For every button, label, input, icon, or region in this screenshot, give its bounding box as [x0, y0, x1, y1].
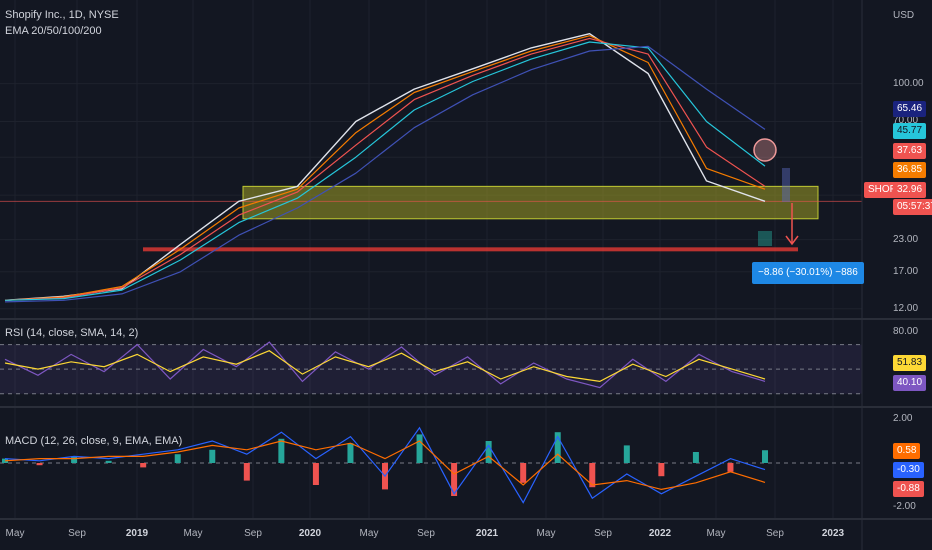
time-tick-label: Sep — [244, 528, 262, 539]
target-flag — [758, 231, 772, 246]
macd-tick-label: 2.00 — [893, 413, 913, 424]
macd-histogram-bar — [727, 463, 734, 472]
ema20-badge: 36.85 — [893, 162, 927, 178]
resistance-zone — [242, 185, 819, 220]
countdown-badge: 05:57:37 — [893, 199, 932, 215]
time-tick-label: Sep — [417, 528, 435, 539]
time-tick-label: 2021 — [475, 528, 499, 539]
time-tick-label: Sep — [766, 528, 784, 539]
macd-histogram-bar — [36, 463, 43, 466]
time-tick-label: 2022 — [648, 528, 672, 539]
macd-histogram-bar — [347, 443, 354, 463]
macd-tick-label: -2.00 — [893, 501, 916, 512]
currency-label: USD — [893, 10, 915, 21]
macd-histogram-bar — [762, 450, 768, 463]
rsi-badge: 40.10 — [893, 375, 927, 391]
time-tick-label: 2023 — [821, 528, 845, 539]
price-tick-label: 100.00 — [893, 77, 924, 89]
macd-signal-badge: -0.88 — [893, 481, 924, 497]
ticker-badge: SHOP — [864, 182, 901, 198]
price-line-shop — [4, 33, 766, 301]
rsi-tick-label: 80.00 — [893, 326, 919, 338]
macd-line-macd — [4, 426, 766, 504]
price-series-group — [4, 33, 766, 303]
price-line-ema-50 — [4, 37, 766, 301]
time-tick-label: May — [359, 528, 379, 539]
measure-label[interactable]: −8.86 (−30.01%) −886 — [752, 262, 864, 284]
time-tick-label: May — [536, 528, 556, 539]
rsi-legend[interactable]: RSI (14, close, SMA, 14, 2) — [5, 327, 139, 339]
time-tick-label: May — [5, 528, 25, 539]
macd-line-signal — [4, 440, 766, 491]
macd-histogram-bar — [243, 463, 250, 481]
macd-histogram-bar — [451, 463, 458, 496]
macd-histogram-bar — [485, 441, 492, 463]
macd-histogram-bar — [278, 438, 285, 463]
macd-histogram-bar — [658, 463, 665, 477]
grid-lines — [0, 0, 862, 518]
macd-histogram-bar — [623, 445, 630, 463]
time-tick-label: May — [706, 528, 726, 539]
price-tick-label: 17.00 — [893, 265, 919, 277]
last-price-badge: 32.96 — [893, 182, 927, 198]
macd-histogram-bar — [71, 456, 78, 463]
symbol-legend[interactable]: Shopify Inc., 1D, NYSE — [5, 9, 119, 21]
rsi-series-group — [0, 341, 862, 395]
price-line-ema-200 — [4, 45, 766, 303]
macd-histogram-bar — [105, 460, 112, 463]
time-tick-label: Sep — [594, 528, 612, 539]
macd-histogram-bar — [520, 463, 527, 483]
price-tick-label: 70.00 — [893, 115, 919, 127]
rsi-line-sma — [4, 350, 766, 383]
support-line — [143, 247, 798, 252]
ema100-badge: 45.77 — [893, 123, 927, 139]
time-tick-label: 2019 — [125, 528, 149, 539]
annotations — [0, 138, 862, 252]
ema50-badge: 37.63 — [893, 143, 927, 159]
macd-histogram-bar — [589, 463, 596, 488]
measure-arrow-head — [785, 235, 799, 246]
price-line-ema-100 — [4, 41, 766, 301]
time-tick-label: May — [183, 528, 203, 539]
highlight-circle — [753, 138, 777, 162]
rsi-ma-badge: 51.83 — [893, 355, 927, 371]
time-tick-label: Sep — [68, 528, 86, 539]
time-tick-label: 2020 — [298, 528, 322, 539]
macd-histogram-bar — [140, 463, 147, 468]
macd-histogram-bar — [416, 434, 423, 463]
macd-histogram-bar — [692, 452, 699, 463]
macd-series-group — [0, 426, 862, 504]
macd-badge: -0.30 — [893, 462, 924, 478]
rsi-line-rsi — [4, 341, 766, 389]
price-tick-label: 23.00 — [893, 233, 919, 245]
measure-range — [782, 168, 790, 202]
macd-histogram-bar — [312, 463, 319, 485]
macd-histogram-bar — [174, 454, 181, 463]
price-tick-label: 12.00 — [893, 302, 919, 314]
macd-histogram-bar — [209, 449, 216, 463]
ema-legend[interactable]: EMA 20/50/100/200 — [5, 25, 102, 37]
macd-histogram-bar — [554, 432, 561, 463]
price-line-ema-20 — [4, 35, 766, 301]
ema200-badge: 65.46 — [893, 101, 927, 117]
macd-legend[interactable]: MACD (12, 26, close, 9, EMA, EMA) — [5, 435, 183, 447]
macd-hist-badge: 0.58 — [893, 443, 921, 459]
